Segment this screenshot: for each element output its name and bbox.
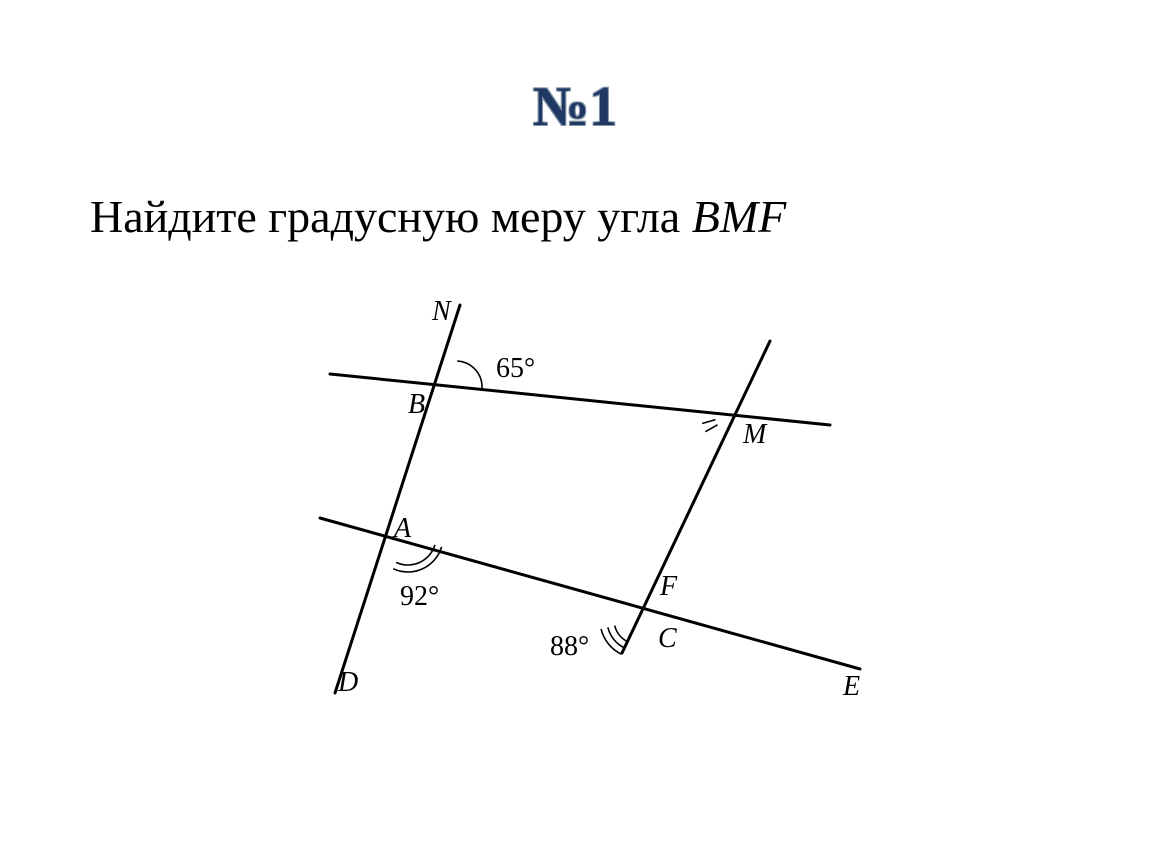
- svg-text:F: F: [659, 571, 678, 602]
- svg-text:65°: 65°: [496, 353, 535, 384]
- angle-name: BMF: [692, 191, 787, 242]
- svg-text:88°: 88°: [550, 631, 589, 662]
- problem-number-title: №1: [0, 75, 1150, 139]
- geometry-diagram: 65° 92° 88° N D B A M FC E: [240, 285, 880, 720]
- svg-text:M: M: [742, 419, 768, 450]
- svg-text:D: D: [337, 667, 358, 698]
- svg-text:N: N: [431, 296, 452, 327]
- problem-text: Найдите градусную меру угла BMF: [90, 190, 786, 243]
- svg-text:E: E: [842, 671, 860, 702]
- svg-text:92°: 92°: [400, 581, 439, 612]
- page: №1 Найдите градусную меру угла BMF 65°92…: [0, 0, 1150, 864]
- svg-text:A: A: [392, 513, 412, 544]
- problem-prefix: Найдите градусную меру угла: [90, 191, 692, 242]
- svg-text:C: C: [658, 623, 677, 654]
- svg-text:B: B: [408, 389, 425, 420]
